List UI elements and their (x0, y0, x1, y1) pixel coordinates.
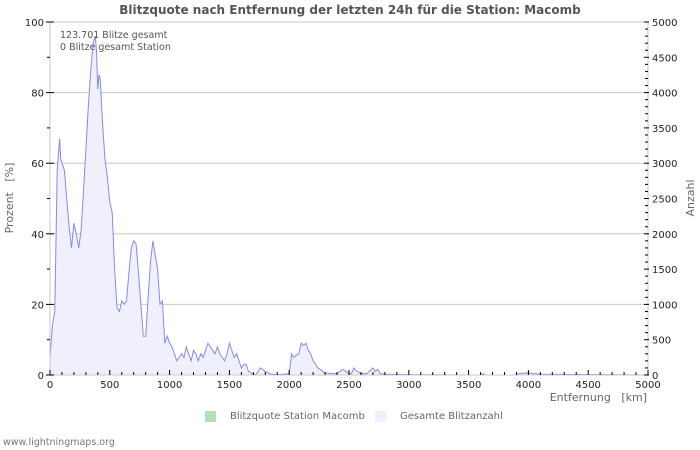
svg-text:0: 0 (38, 371, 44, 382)
svg-text:1500: 1500 (652, 265, 677, 276)
svg-text:500: 500 (100, 380, 119, 391)
chart-title: Blitzquote nach Entfernung der letzten 2… (119, 3, 581, 17)
svg-text:0: 0 (47, 380, 53, 391)
svg-text:5000: 5000 (652, 18, 677, 29)
svg-text:40: 40 (31, 230, 44, 241)
svg-text:4000: 4000 (516, 380, 541, 391)
svg-text:80: 80 (31, 89, 44, 100)
svg-text:5000: 5000 (635, 380, 660, 391)
svg-text:3500: 3500 (456, 380, 481, 391)
svg-text:100: 100 (25, 18, 44, 29)
footer-source: www.lightningmaps.org (3, 437, 115, 448)
svg-text:20: 20 (31, 300, 44, 311)
svg-text:1000: 1000 (157, 380, 182, 391)
y-axis-left-title: Prozent [%] (3, 163, 16, 234)
svg-text:2500: 2500 (652, 195, 677, 206)
legend-label: Blitzquote Station Macomb (230, 411, 365, 422)
svg-text:1000: 1000 (652, 300, 677, 311)
svg-text:500: 500 (652, 336, 671, 347)
svg-text:3500: 3500 (652, 124, 677, 135)
svg-text:4000: 4000 (652, 89, 677, 100)
blitzanzahl-area (50, 36, 648, 375)
svg-text:3000: 3000 (652, 159, 677, 170)
total-strikes-annotation: 123.701 Blitze gesamt (60, 30, 168, 41)
svg-text:2000: 2000 (652, 230, 677, 241)
legend-label: Gesamte Blitzanzahl (400, 411, 503, 422)
svg-text:2500: 2500 (336, 380, 361, 391)
svg-text:3000: 3000 (396, 380, 421, 391)
x-axis-title: Entfernung [km] (550, 391, 647, 404)
svg-text:4500: 4500 (575, 380, 600, 391)
svg-text:2000: 2000 (276, 380, 301, 391)
y-axis-right-title: Anzahl (684, 179, 697, 216)
svg-text:60: 60 (31, 159, 44, 170)
legend-swatch-green (205, 411, 216, 422)
legend-item-gesamt: Gesamte Blitzanzahl (375, 411, 503, 422)
svg-text:4500: 4500 (652, 53, 677, 64)
legend-item-blitzquote: Blitzquote Station Macomb (205, 411, 365, 422)
svg-text:1500: 1500 (217, 380, 242, 391)
svg-text:0: 0 (652, 371, 658, 382)
station-strikes-annotation: 0 Blitze gesamt Station (60, 42, 171, 53)
legend-swatch-lavender (375, 411, 386, 422)
axes: 0204060801000500100015002000250030003500… (25, 18, 678, 391)
